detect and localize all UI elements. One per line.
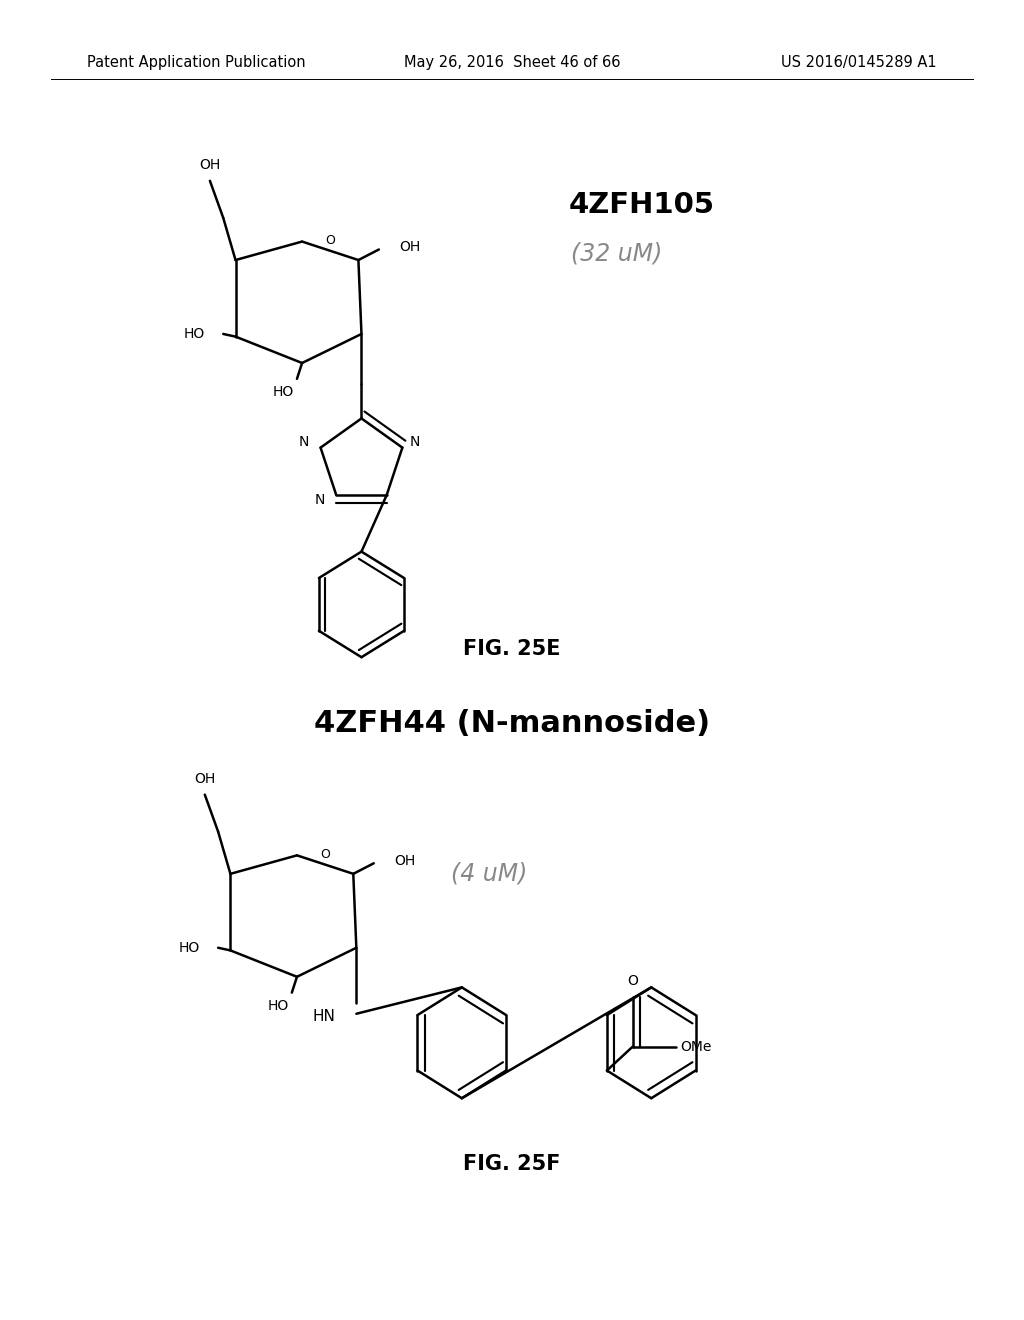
Text: May 26, 2016  Sheet 46 of 66: May 26, 2016 Sheet 46 of 66 [403, 54, 621, 70]
Text: HO: HO [267, 999, 289, 1012]
Text: O: O [627, 974, 638, 987]
Text: N: N [299, 436, 309, 449]
Text: (32 uM): (32 uM) [571, 242, 663, 265]
Text: OMe: OMe [681, 1040, 712, 1053]
Text: N: N [410, 436, 420, 449]
Text: (4 uM): (4 uM) [451, 862, 527, 886]
Text: FIG. 25F: FIG. 25F [463, 1154, 561, 1175]
Text: FIG. 25E: FIG. 25E [463, 639, 561, 660]
Text: HN: HN [313, 1008, 336, 1024]
Text: OH: OH [195, 772, 215, 785]
Text: 4ZFH105: 4ZFH105 [568, 190, 715, 219]
Text: OH: OH [200, 158, 220, 172]
Text: Patent Application Publication: Patent Application Publication [87, 54, 306, 70]
Text: OH: OH [394, 854, 416, 867]
Text: US 2016/0145289 A1: US 2016/0145289 A1 [781, 54, 937, 70]
Text: HO: HO [272, 385, 294, 399]
Text: O: O [321, 847, 330, 861]
Text: HO: HO [178, 941, 200, 954]
Text: OH: OH [399, 240, 421, 253]
Text: HO: HO [183, 327, 205, 341]
Text: 4ZFH44 (N-mannoside): 4ZFH44 (N-mannoside) [314, 709, 710, 738]
Text: O: O [326, 234, 335, 247]
Text: N: N [314, 494, 325, 507]
